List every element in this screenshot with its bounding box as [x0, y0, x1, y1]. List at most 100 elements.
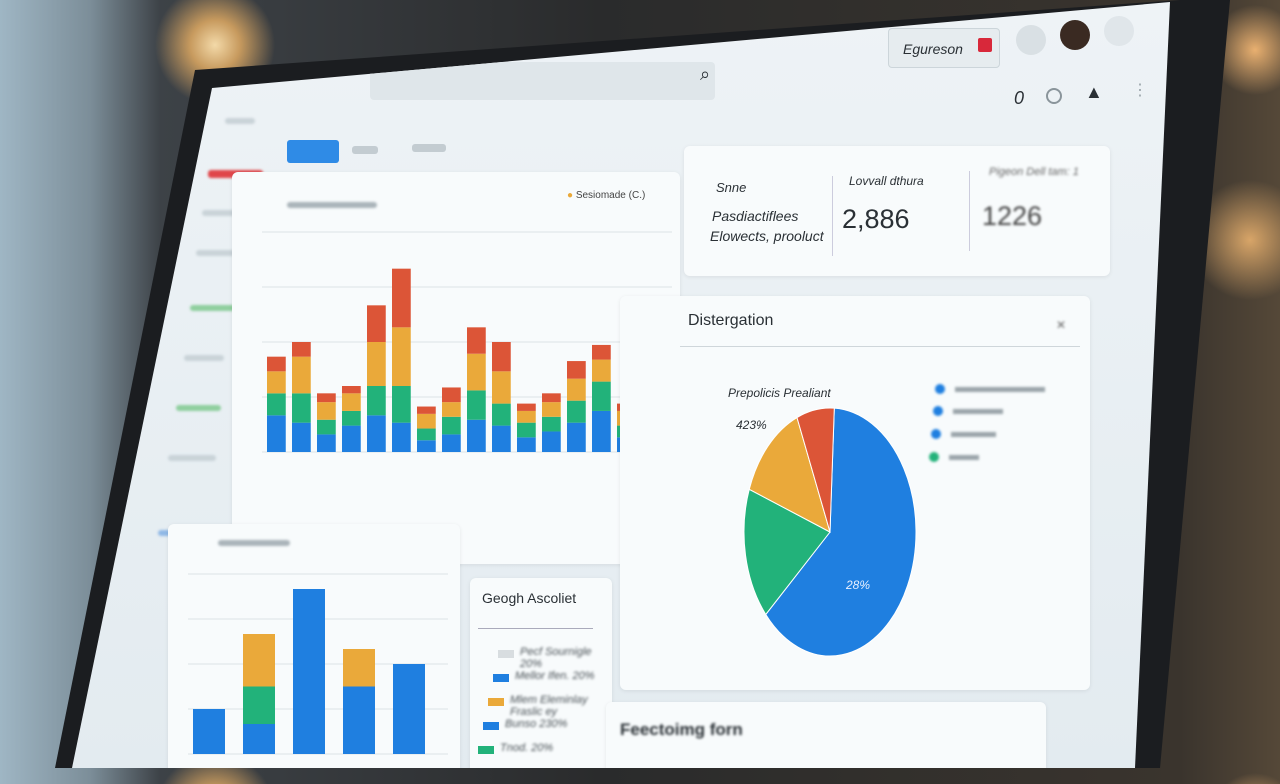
bar-segment [267, 415, 286, 452]
bar-segment [393, 664, 425, 754]
pie-panel: Distergation ✕ Prepolicis Prealiant 423%… [620, 296, 1090, 690]
bar-segment [517, 403, 536, 411]
metric-value: 2,886 [842, 204, 910, 234]
bar-segment [542, 416, 561, 432]
legend-swatch [478, 746, 494, 754]
tab[interactable] [412, 144, 446, 152]
bar-segment [467, 327, 486, 354]
chat-icon[interactable] [1046, 88, 1062, 104]
stacked-bar-chart [262, 231, 672, 453]
bar-segment [592, 410, 611, 452]
bar-segment [342, 425, 361, 452]
pie-slice [743, 488, 831, 616]
legend-label [955, 387, 1045, 392]
bar-segment [417, 440, 436, 452]
alert-icon[interactable]: ▲ [1085, 82, 1103, 102]
legend-label [953, 409, 1003, 414]
bar-segment [467, 419, 486, 452]
bar-segment [442, 416, 461, 435]
metric-label: Pigeon Dell tam: 1 [989, 166, 1079, 178]
stats-panel: Snne Pasdiactiflees Elowects, prooluct L… [684, 146, 1110, 276]
panel-title: Distergation [688, 312, 774, 329]
list-panel: Geogh Ascoliet Pecf Sournigle 20% Mellor … [470, 578, 612, 768]
bar-segment [392, 422, 411, 452]
bar-segment [342, 386, 361, 394]
sidebar-item[interactable] [176, 405, 221, 411]
message-icon[interactable] [1016, 25, 1046, 55]
legend-dot [929, 452, 939, 462]
bar-segment [592, 344, 611, 360]
pie-slice [765, 407, 917, 657]
legend-label [949, 455, 979, 460]
bar-segment [492, 403, 511, 426]
sidebar-item[interactable] [196, 250, 241, 256]
divider [832, 176, 833, 256]
tab[interactable] [352, 146, 378, 154]
avatar[interactable] [1060, 20, 1090, 50]
bar-segment [342, 410, 361, 426]
sidebar-item[interactable] [184, 355, 224, 361]
sidebar-logo [225, 118, 255, 124]
bar-segment [392, 268, 411, 328]
bar-segment [267, 371, 286, 394]
legend-swatch [498, 650, 514, 658]
bar-segment [392, 386, 411, 423]
pie-slice [748, 416, 831, 533]
search-icon[interactable]: ⌕ [700, 64, 711, 84]
record-icon[interactable] [1104, 16, 1134, 46]
dashboard-screen: ⌕ Egureson 0 ▲ ⋮ ● Sesiomade (C.) Snne P… [72, 2, 1170, 768]
pie-chart [743, 407, 917, 657]
divider [478, 628, 593, 629]
bar-segment [292, 356, 311, 394]
bar-segment [243, 724, 275, 754]
bar-segment [467, 390, 486, 420]
pie-callout: Prepolicis Prealiant [728, 386, 831, 400]
bar-segment [367, 342, 386, 386]
bottom-bar-panel [168, 524, 460, 768]
bar-segment [417, 413, 436, 429]
bar-segment [442, 434, 461, 452]
bar-segment [492, 425, 511, 452]
legend-label [951, 432, 996, 437]
legend-dot [931, 429, 941, 439]
legend-swatch [493, 674, 509, 682]
bar-segment [292, 342, 311, 357]
bar-segment [492, 371, 511, 404]
bar-segment [342, 393, 361, 411]
bottom-panel: Feectoimg forn [606, 702, 1046, 768]
panel-title: Geogh Ascoliet [482, 590, 577, 606]
divider [680, 346, 1080, 347]
legend-dot [933, 406, 943, 416]
notification-icon[interactable] [978, 38, 992, 52]
bar-segment [492, 342, 511, 372]
pie-callout-pct: 423% [736, 418, 767, 432]
bar-segment [292, 422, 311, 452]
bar-chart [188, 573, 448, 755]
bar-segment [392, 327, 411, 386]
legend: ● Sesiomade (C.) [567, 190, 646, 201]
bar-segment [567, 378, 586, 401]
more-icon[interactable]: ⋮ [1132, 82, 1148, 99]
close-icon[interactable]: ✕ [1056, 318, 1067, 332]
bar-segment [367, 305, 386, 342]
list-item: Tnod. 20% [500, 742, 554, 754]
panel-title: Feectoimg forn [620, 720, 743, 739]
panel-title [287, 202, 377, 208]
legend-swatch [488, 698, 504, 706]
bar-segment [317, 419, 336, 435]
bar-segment [542, 431, 561, 452]
tab-active[interactable] [287, 140, 339, 163]
bar-segment [542, 402, 561, 417]
bar-segment [267, 393, 286, 416]
bar-segment [567, 400, 586, 423]
metric-label: Lovvall dthura [849, 174, 924, 188]
bar-segment [517, 437, 536, 452]
sidebar-item[interactable] [168, 455, 216, 461]
sidebar-item[interactable] [202, 210, 252, 216]
list-item: Pecf Sournigle 20% [520, 646, 592, 670]
list-item: Mlem Eleminlay Fraslic ey [510, 694, 588, 718]
divider [969, 171, 970, 251]
bar-segment [417, 406, 436, 414]
sidebar-item[interactable] [190, 305, 240, 311]
bar-segment [592, 381, 611, 411]
